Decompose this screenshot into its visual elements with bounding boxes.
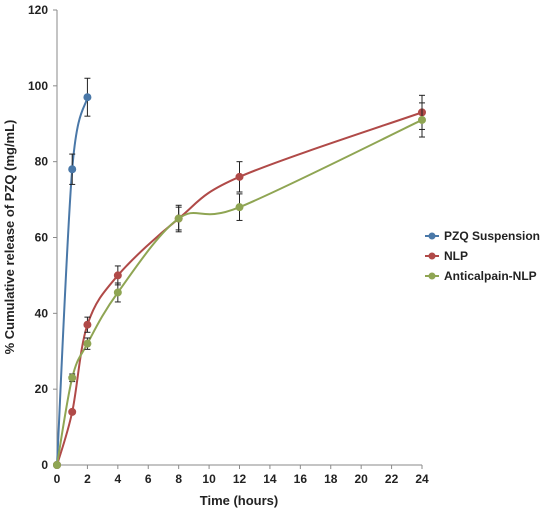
x-tick-label: 18: [324, 472, 338, 486]
y-axis-title: % Cumulative release of PZQ (mg/mL): [2, 120, 17, 355]
x-tick-label: 4: [114, 472, 121, 486]
legend-label: PZQ Suspension: [444, 229, 540, 243]
legend-item: PZQ Suspension: [425, 229, 540, 243]
data-point: [113, 288, 122, 297]
y-tick-label: 80: [35, 155, 49, 169]
data-point: [53, 461, 61, 469]
x-tick-label: 10: [202, 472, 216, 486]
data-point: [83, 93, 92, 102]
data-point: [418, 115, 426, 124]
x-axis-title: Time (hours): [200, 493, 279, 508]
data-point: [174, 214, 183, 223]
x-ticks: 0 2 4 6 8 10 12 14 16 18 20 22 24: [54, 465, 429, 486]
legend-swatch-marker: [428, 232, 436, 240]
x-tick-label: 12: [233, 472, 247, 486]
series-line: [56, 111, 423, 466]
series-2: [53, 102, 426, 469]
x-tick-label: 14: [263, 472, 277, 486]
legend: PZQ Suspension NLP Anticalpain-NLP: [425, 229, 540, 283]
data-point: [68, 165, 77, 174]
y-ticks: 0 20 40 60 80 100 120: [28, 3, 57, 472]
data-point: [83, 320, 92, 329]
series-1: [53, 94, 426, 469]
data-point: [235, 203, 244, 212]
x-tick-label: 16: [294, 472, 308, 486]
x-tick-label: 24: [415, 472, 429, 486]
x-tick-label: 2: [84, 472, 91, 486]
x-tick-label: 20: [354, 472, 368, 486]
y-tick-label: 60: [35, 231, 49, 245]
legend-item: Anticalpain-NLP: [425, 269, 537, 283]
x-tick-label: 6: [145, 472, 152, 486]
data-point: [83, 339, 92, 348]
data-point: [68, 407, 77, 416]
x-tick-label: 22: [385, 472, 399, 486]
series-line: [56, 96, 89, 466]
legend-swatch-marker: [428, 272, 436, 280]
legend-label: Anticalpain-NLP: [444, 269, 537, 283]
y-tick-label: 20: [35, 382, 49, 396]
legend-swatch-marker: [428, 252, 436, 260]
y-tick-label: 120: [28, 3, 48, 17]
legend-label: NLP: [444, 249, 468, 263]
x-tick-label: 8: [175, 472, 182, 486]
data-point: [68, 373, 77, 382]
data-point: [113, 271, 122, 280]
x-tick-label: 0: [54, 472, 61, 486]
y-tick-label: 100: [28, 79, 48, 93]
y-tick-label: 0: [41, 458, 48, 472]
legend-item: NLP: [425, 249, 468, 263]
y-tick-label: 40: [35, 306, 49, 320]
data-point: [235, 172, 244, 181]
series-layer: [53, 77, 426, 469]
